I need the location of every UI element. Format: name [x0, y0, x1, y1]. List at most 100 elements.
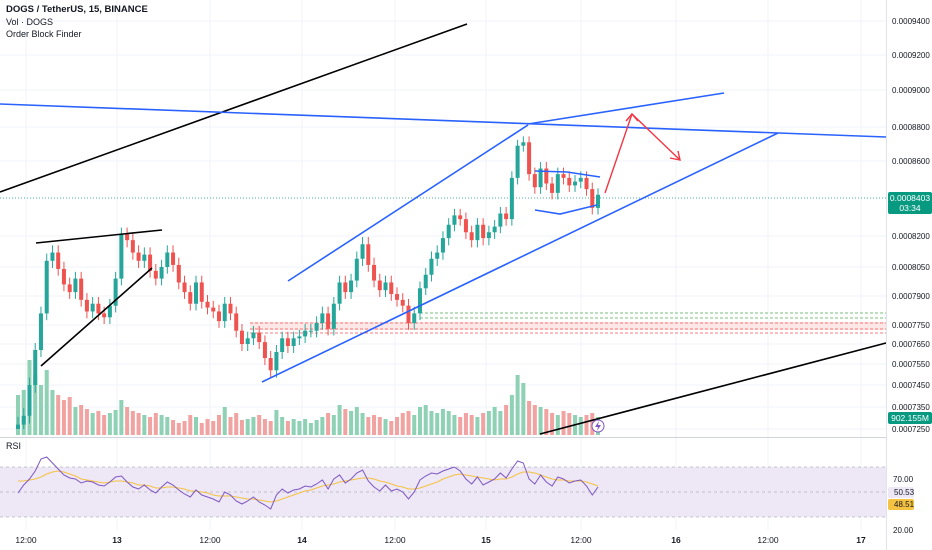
candle-body: [234, 313, 239, 331]
candle: [285, 331, 290, 353]
order-block-zone: [250, 322, 886, 330]
channel-lower[interactable]: [261, 132, 779, 383]
volume-bar: [349, 411, 354, 435]
volume-series: [15, 360, 601, 435]
volume-bar: [142, 415, 147, 435]
volume-bar: [61, 400, 66, 435]
price-tick-label: 0.0007450: [892, 381, 930, 390]
volume-bar: [297, 421, 302, 435]
candle: [550, 176, 555, 200]
indicator-order-block[interactable]: Order Block Finder: [6, 29, 82, 39]
candle: [326, 306, 331, 336]
candle: [320, 306, 325, 330]
triangle-bottom-line[interactable]: [40, 267, 153, 367]
price-tick-label: 0.0008050: [892, 263, 930, 272]
volume-bar: [211, 421, 216, 435]
volume-bar: [205, 419, 210, 435]
candle: [561, 167, 566, 185]
candle-body: [194, 282, 199, 304]
chart-legend: DOGS / TetherUS, 15, BINANCE Vol · DOGS …: [6, 4, 148, 40]
candle-body: [107, 305, 112, 318]
volume-bar: [395, 417, 400, 435]
candle-body: [395, 294, 400, 300]
volume-bar: [544, 409, 549, 435]
indicator-volume[interactable]: Vol · DOGS: [6, 17, 54, 27]
volume-bar: [527, 401, 532, 435]
candle-body: [211, 307, 216, 312]
rsi-badges: 70.00 60.00 20.00 50.53 48.51: [888, 475, 915, 535]
candle-body: [44, 260, 49, 314]
candle: [228, 296, 233, 321]
volume-bar: [234, 413, 239, 435]
candle: [486, 225, 491, 246]
volume-bar: [84, 409, 89, 435]
candle: [274, 345, 279, 378]
flag-bottom[interactable]: [534, 204, 598, 215]
drawings[interactable]: [0, 23, 887, 435]
candle: [171, 245, 176, 272]
volume-bar: [199, 423, 204, 435]
volume-bar: [406, 411, 411, 435]
horizontal-resistance[interactable]: [0, 103, 887, 138]
volume-bar: [165, 417, 170, 435]
candlestick-series: [15, 136, 601, 429]
rsi-title[interactable]: RSI: [6, 441, 22, 451]
channel-upper[interactable]: [287, 124, 529, 282]
candle-body: [291, 338, 296, 346]
volume-bar: [239, 420, 244, 435]
volume-bar: [113, 410, 118, 435]
candle-body: [38, 313, 43, 350]
candle: [590, 182, 595, 215]
time-tick-label: 12:00: [570, 535, 592, 545]
arrow-head-down: [669, 150, 681, 161]
volume-bar: [498, 411, 503, 435]
candle: [544, 161, 549, 191]
price-tick-label: 0.0008800: [892, 123, 930, 132]
candle: [372, 257, 377, 288]
volume-bar: [176, 423, 181, 435]
price-axis[interactable]: 0.0009400 0.0009200 0.0009000 0.0008800 0.00…: [892, 17, 930, 434]
candle: [291, 331, 296, 353]
symbol-title[interactable]: DOGS / TetherUS, 15, BINANCE: [6, 4, 148, 15]
long-trendline-upper[interactable]: [0, 23, 468, 193]
candle-body: [21, 415, 26, 425]
price-tick-label: 0.0008600: [892, 157, 930, 166]
candle: [153, 263, 158, 286]
long-trendline-lower[interactable]: [539, 342, 887, 435]
candle-body: [377, 280, 382, 291]
candle: [205, 295, 210, 315]
volume-bar: [469, 415, 474, 435]
candle-body: [458, 215, 463, 220]
volume-bar: [372, 415, 377, 435]
volume-bar: [400, 413, 405, 435]
candle: [349, 273, 354, 299]
candle: [67, 277, 72, 299]
flag-top[interactable]: [534, 170, 601, 178]
candle: [452, 208, 457, 232]
candle-body: [153, 270, 158, 279]
volume-bar: [326, 413, 331, 435]
price-badge-bg: [888, 192, 932, 214]
volume-bar: [486, 411, 491, 435]
candle-body: [550, 183, 555, 193]
candle: [199, 275, 204, 309]
candle: [194, 275, 199, 311]
candle-body: [262, 342, 267, 358]
triangle-top-line[interactable]: [35, 229, 163, 244]
time-axis[interactable]: 12:00 13 12:00 14 12:00 15 12:00 16 12:00 17: [15, 535, 866, 545]
volume-bar: [130, 411, 135, 435]
candle: [429, 251, 434, 282]
candle-body: [90, 303, 95, 312]
candle: [412, 306, 417, 330]
lightning-icon[interactable]: [591, 419, 605, 433]
candle-body: [176, 264, 181, 283]
volume-bar: [584, 415, 589, 435]
volume-bar: [280, 417, 285, 435]
volume-bar: [481, 413, 486, 435]
candle-body: [343, 282, 348, 293]
time-tick-label: 15: [481, 535, 491, 545]
channel-extension[interactable]: [527, 92, 725, 125]
candle-body: [113, 278, 118, 306]
projected-path-arrow[interactable]: [604, 112, 681, 194]
